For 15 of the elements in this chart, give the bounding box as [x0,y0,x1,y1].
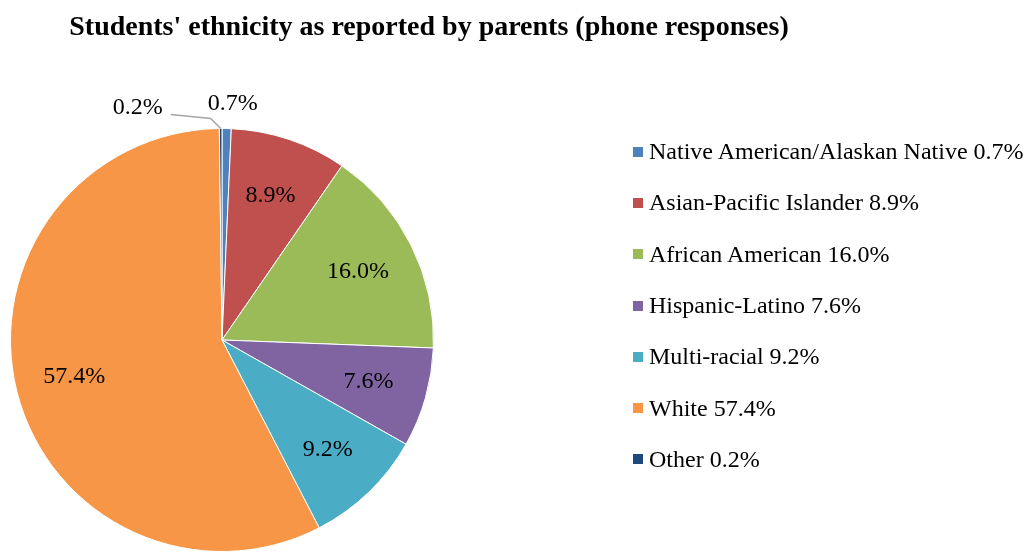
data-label: 0.2% [112,92,163,119]
data-label: 7.6% [343,366,394,393]
legend-label: Asian-Pacific Islander 8.9% [649,189,919,217]
legend-label: Hispanic-Latino 7.6% [649,292,861,320]
legend-label: Native American/Alaskan Native 0.7% [649,138,1024,166]
chart-title: Students' ethnicity as reported by parents (phone responses) [68,10,790,42]
data-label: 16.0% [327,257,390,284]
legend-label: White 57.4% [649,394,776,422]
legend-label: Other 0.2% [649,445,760,473]
legend-label: African American 16.0% [649,240,890,268]
data-label: 57.4% [43,362,106,389]
data-label: 8.9% [245,180,296,207]
data-label: 9.2% [302,434,353,461]
legend-label: Multi-racial 9.2% [649,343,820,371]
data-label: 0.7% [207,88,258,115]
